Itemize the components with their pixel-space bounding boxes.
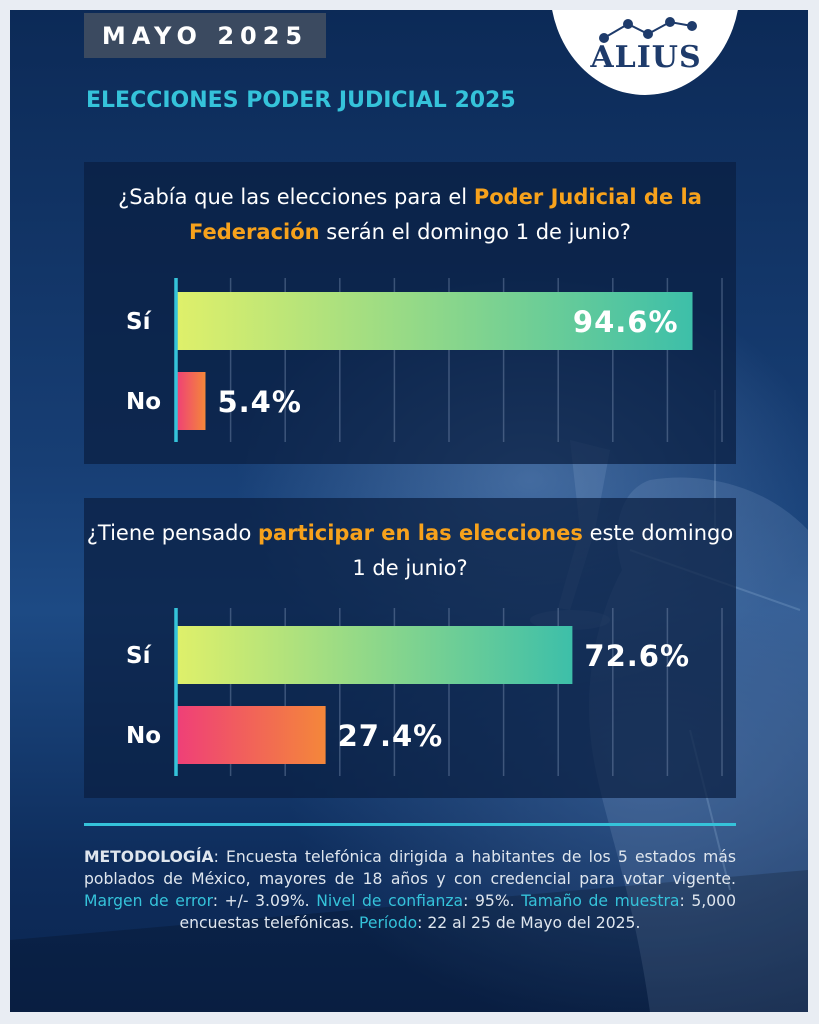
bar-no <box>176 372 206 430</box>
methodology-body: : Encuesta telefónica dirigida a habitan… <box>84 848 736 888</box>
question-1-text: ¿Sabía que las elecciones para el Poder … <box>84 180 736 250</box>
question-1-after: serán el domingo 1 de junio? <box>319 220 631 244</box>
question-2-highlight: participar en las elecciones <box>257 521 583 545</box>
confidence-label: Nivel de confianza <box>316 892 464 910</box>
question-1-before: ¿Sabía que las elecciones para el <box>118 185 474 209</box>
value-label: 5.4% <box>217 385 301 419</box>
bar-chart-1: Sí 94.6% No 5.4% <box>126 278 723 442</box>
question-1-highlight: Poder Judicial de la Federación <box>189 185 702 244</box>
sample-label: Tamaño de muestra <box>521 892 680 910</box>
margin-label: Margen de error <box>84 892 213 910</box>
period-label: Período <box>359 914 418 932</box>
confidence-value: : 95%. <box>463 892 522 910</box>
methodology-text: METODOLOGÍA: Encuesta telefónica dirigid… <box>84 846 736 934</box>
question-2-after: este domingo 1 de junio? <box>352 521 734 580</box>
category-label: Sí <box>126 309 152 335</box>
question-2-text: ¿Tiene pensado participar en las eleccio… <box>84 516 736 586</box>
value-label: 94.6% <box>573 305 679 339</box>
date-badge-text: MAYO 2025 <box>101 21 309 50</box>
bar-si <box>176 292 693 350</box>
sample-value: : 5,000 encuestas telefónicas. <box>179 892 736 932</box>
category-label: No <box>126 389 161 415</box>
bar-si <box>176 626 573 684</box>
bar-chart-2: Sí 72.6% No 27.4% <box>126 608 723 776</box>
category-label: Sí <box>126 643 152 669</box>
date-badge: MAYO 2025 <box>84 13 326 58</box>
footer-divider <box>84 823 736 826</box>
methodology-label: METODOLOGÍA <box>84 848 214 866</box>
category-label: No <box>126 723 161 749</box>
brand-logo-text: ALIUS <box>590 40 702 75</box>
page-subtitle: ELECCIONES PODER JUDICIAL 2025 <box>86 88 516 113</box>
network-nodes-icon <box>599 17 697 43</box>
value-label: 27.4% <box>338 719 444 753</box>
question-2-before: ¿Tiene pensado <box>86 521 258 545</box>
infographic-card: MAYO 2025 ALIUS ELECCIONES PODER JUDICIA… <box>10 10 808 1012</box>
value-label: 72.6% <box>584 639 690 673</box>
bar-no <box>176 706 326 764</box>
margin-value: : +/- 3.09%. <box>212 892 317 910</box>
question-panel-1: ¿Sabía que las elecciones para el Poder … <box>84 162 736 464</box>
question-panel-2: ¿Tiene pensado participar en las eleccio… <box>84 498 736 798</box>
period-value: : 22 al 25 de Mayo del 2025. <box>417 914 641 932</box>
